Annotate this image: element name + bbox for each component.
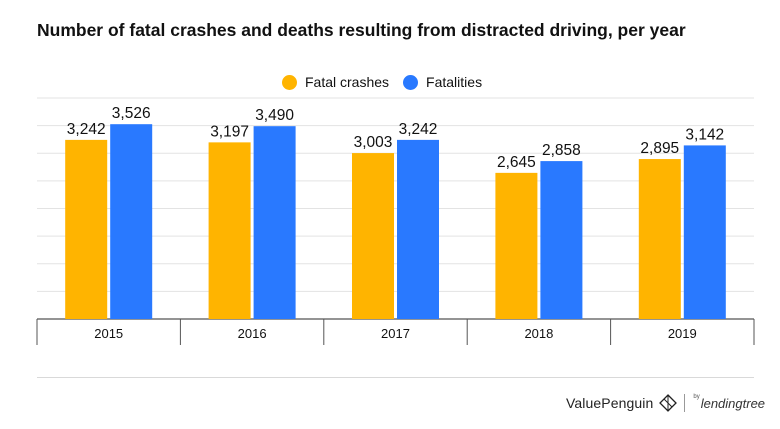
data-label: 3,242 <box>67 121 106 138</box>
bar-fatal-crashes <box>495 172 538 319</box>
data-label: 3,142 <box>685 126 724 143</box>
x-tick-label: 2018 <box>524 326 553 341</box>
legend-label-fatalities: Fatalities <box>426 74 483 90</box>
data-label: 2,645 <box>497 154 536 171</box>
data-label: 3,526 <box>112 105 151 122</box>
bar-fatalities <box>110 124 153 319</box>
x-tick-label: 2016 <box>238 326 267 341</box>
data-label: 2,858 <box>542 142 581 159</box>
data-label: 3,242 <box>399 121 438 138</box>
brand-footer: ValuePenguin by lendingtree <box>566 394 765 412</box>
legend-item-fatalities: Fatalities <box>403 74 482 90</box>
bar-fatalities <box>397 139 439 319</box>
x-tick-label: 2019 <box>668 326 697 341</box>
bar-fatalities <box>683 145 726 319</box>
chart-title: Number of fatal crashes and deaths resul… <box>37 20 686 40</box>
x-tick-label: 2017 <box>381 326 410 341</box>
bar-fatal-crashes <box>208 142 251 319</box>
bar-fatalities <box>540 161 583 319</box>
bar-fatal-crashes <box>638 159 681 319</box>
bar-fatal-crashes <box>65 139 108 319</box>
footer-divider <box>37 377 754 378</box>
data-label: 3,003 <box>354 134 393 151</box>
valuepenguin-diamond-icon <box>659 394 678 412</box>
data-label: 2,895 <box>640 140 679 157</box>
data-label: 3,490 <box>255 107 294 124</box>
lendingtree-logo-text: lendingtree <box>700 395 766 411</box>
legend-item-fatal-crashes: Fatal crashes <box>282 74 389 90</box>
legend: Fatal crashes Fatalities <box>282 74 496 90</box>
x-tick-label: 2015 <box>94 326 123 341</box>
bar-fatal-crashes <box>352 153 394 319</box>
valuepenguin-logo-text: ValuePenguin <box>566 395 654 411</box>
legend-swatch-fatal-crashes <box>282 74 297 90</box>
legend-swatch-fatalities <box>403 74 419 90</box>
data-label: 3,197 <box>210 123 249 140</box>
brand-by-text: by <box>693 394 700 400</box>
bar-fatalities <box>253 126 296 320</box>
brand-separator <box>684 394 686 412</box>
legend-label-fatal-crashes: Fatal crashes <box>305 74 390 90</box>
